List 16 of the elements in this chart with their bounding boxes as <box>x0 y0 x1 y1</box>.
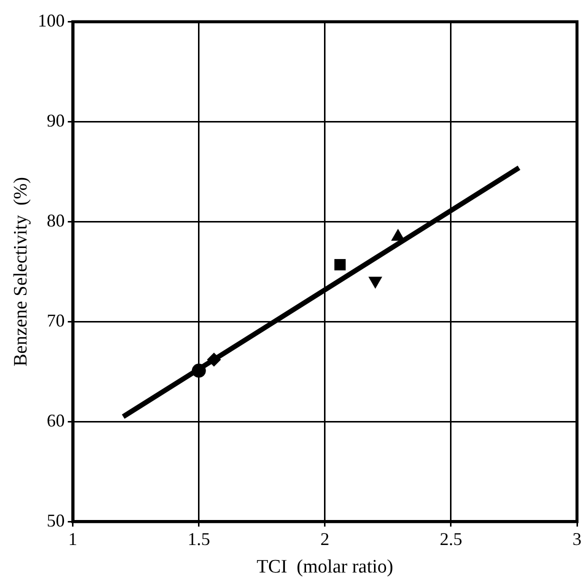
x-axis-title: TCI (molar ratio) <box>256 556 394 578</box>
point <box>192 364 206 378</box>
point <box>206 352 221 367</box>
y-axis-title: Benzene Selectivity (%) <box>10 176 32 366</box>
x-tick-label: 1 <box>68 529 78 550</box>
point <box>334 259 346 270</box>
y-tick-label: 80 <box>46 210 65 230</box>
y-tick-label: 70 <box>46 310 65 330</box>
x-tick-label: 1.5 <box>188 529 210 550</box>
x-tick-label: 3 <box>572 529 582 550</box>
y-tick-label: 50 <box>46 510 65 530</box>
y-tick-label: 60 <box>46 410 65 430</box>
y-tick-label: 100 <box>38 10 65 31</box>
x-tick-label: 2 <box>320 529 330 550</box>
x-tick-label: 2.5 <box>440 529 462 550</box>
y-tick-label: 90 <box>46 110 65 130</box>
